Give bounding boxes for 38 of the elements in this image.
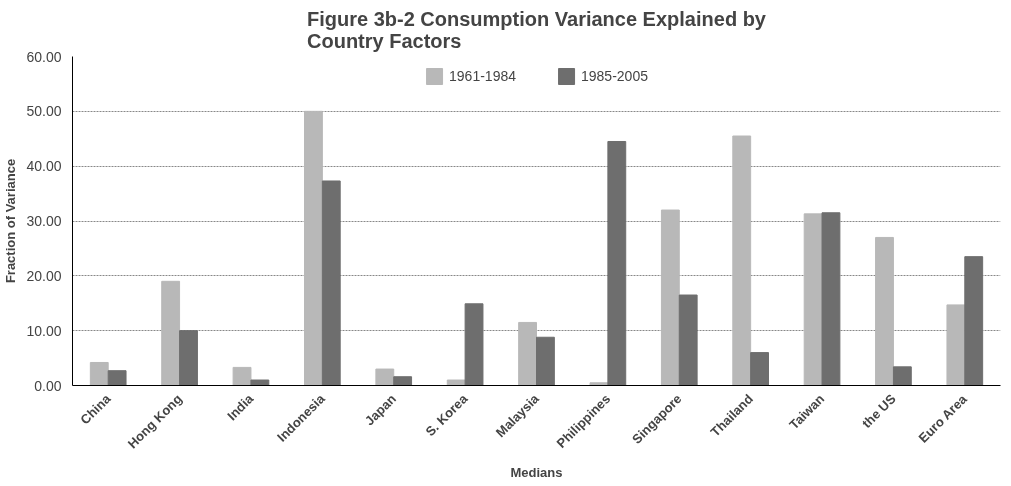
bar bbox=[464, 303, 484, 386]
legend-label: 1961-1984 bbox=[449, 68, 516, 84]
y-tick-label: 30.00 bbox=[26, 213, 62, 229]
bar bbox=[250, 379, 270, 386]
bar bbox=[161, 280, 181, 386]
y-tick-label: 0.00 bbox=[34, 377, 62, 394]
bar bbox=[803, 213, 823, 386]
y-tick-label: 60.00 bbox=[26, 48, 62, 65]
y-tick-label: 40.00 bbox=[26, 158, 62, 175]
legend-label: 1985-2005 bbox=[581, 68, 648, 84]
bar bbox=[393, 376, 413, 386]
bar bbox=[232, 366, 252, 386]
bar bbox=[964, 256, 984, 386]
bar bbox=[607, 140, 627, 386]
y-axis-title: Fraction of Variance bbox=[3, 158, 19, 284]
x-tick-label: the US bbox=[859, 390, 899, 431]
x-axis-title: Medians bbox=[510, 464, 563, 480]
bar bbox=[892, 366, 912, 386]
bar bbox=[821, 212, 841, 386]
bar bbox=[89, 361, 109, 386]
bar bbox=[660, 209, 680, 386]
bar bbox=[750, 352, 769, 386]
bar bbox=[304, 110, 323, 386]
bar bbox=[678, 294, 698, 386]
bar bbox=[179, 330, 198, 386]
y-tick-label: 20.00 bbox=[26, 267, 62, 284]
bar bbox=[446, 379, 466, 386]
bar bbox=[518, 321, 537, 386]
chart-title: Figure 3b-2 Consumption Variance Explained by Country Factors bbox=[307, 7, 767, 52]
bar bbox=[732, 135, 752, 386]
y-tick-label: 50.00 bbox=[26, 103, 62, 120]
bar bbox=[321, 180, 341, 386]
bar bbox=[946, 304, 966, 386]
bar bbox=[875, 236, 894, 386]
bar bbox=[107, 370, 127, 386]
bar bbox=[375, 368, 395, 386]
bar bbox=[536, 336, 555, 386]
y-tick-label: 10.00 bbox=[26, 322, 62, 339]
